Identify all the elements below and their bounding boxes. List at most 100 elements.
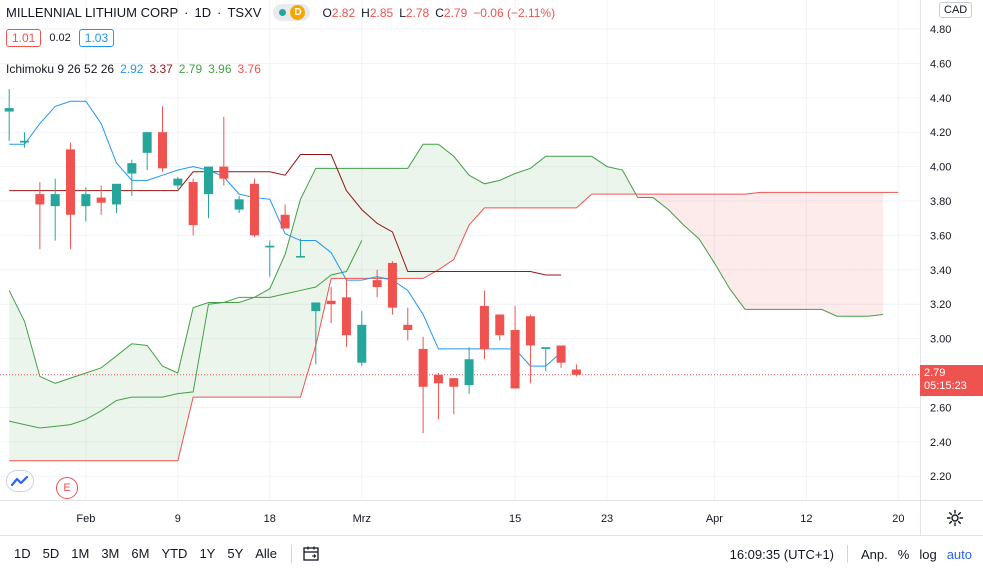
- candle-body: [203, 166, 213, 195]
- cloud-segment: [300, 168, 316, 398]
- candle-body: [357, 324, 367, 363]
- cloud-segment: [208, 302, 224, 398]
- candle-body: [4, 108, 14, 112]
- y-tick-label: 2.20: [930, 471, 951, 483]
- toolbar-divider: [847, 545, 849, 563]
- y-tick-label: 2.40: [930, 437, 951, 449]
- candle-body: [35, 194, 45, 205]
- cloud-segment: [637, 194, 654, 198]
- market-status-badge[interactable]: D: [273, 4, 311, 21]
- sell-price-button[interactable]: 1.01: [6, 29, 42, 47]
- price-chart[interactable]: 4.80 4.60 4.40 4.20 4.00 3.80 3.60 3.40 3.20 3.00…: [0, 0, 983, 535]
- range-3m[interactable]: 3M: [101, 546, 120, 561]
- cloud-segment: [331, 168, 347, 279]
- auto-scale-toggle[interactable]: auto: [946, 546, 972, 562]
- y-tick-label: 4.40: [930, 93, 951, 105]
- tradingview-logo-icon[interactable]: [6, 470, 34, 492]
- y-tick-label: 4.80: [930, 24, 951, 36]
- candle-body: [20, 140, 30, 143]
- candle-body: [234, 199, 244, 210]
- y-tick-label: 4.00: [930, 162, 951, 174]
- cloud-segment: [760, 192, 776, 310]
- cloud-segment: [867, 192, 884, 317]
- range-5y[interactable]: 5Y: [227, 546, 244, 561]
- cloud-segment: [177, 307, 194, 461]
- candle-body: [556, 345, 566, 363]
- range-all[interactable]: Alle: [255, 546, 277, 561]
- cloud-segment: [438, 144, 454, 270]
- candle-body: [219, 166, 229, 179]
- x-tick-label: Mrz: [353, 513, 371, 525]
- symbol-name: MILLENNIAL LITHIUM CORP: [6, 5, 179, 20]
- cloud-segment: [668, 194, 684, 226]
- goto-date-icon[interactable]: [302, 545, 320, 563]
- cloud-segment: [116, 343, 132, 461]
- ichimoku-kijun-value: 3.37: [149, 62, 173, 76]
- y-tick-label: 4.20: [930, 127, 951, 139]
- ichimoku-legend[interactable]: Ichimoku 9 26 52 26 2.92 3.37 2.79 3.96 …: [6, 62, 261, 76]
- earnings-badge[interactable]: E: [56, 477, 78, 499]
- cloud-segment: [162, 366, 178, 461]
- separator-dot: ·: [217, 5, 222, 20]
- interval-label[interactable]: 1D: [194, 5, 212, 20]
- cloud-segment: [837, 192, 853, 317]
- cloud-segment: [39, 376, 56, 461]
- candle-body: [433, 374, 443, 384]
- separator-dot: ·: [184, 5, 189, 20]
- range-1y[interactable]: 1Y: [199, 546, 216, 561]
- date-range-buttons: 1D 5D 1M 3M 6M YTD 1Y 5Y Alle: [8, 546, 283, 561]
- cloud-segment: [545, 156, 562, 208]
- log-scale-toggle[interactable]: log: [919, 546, 937, 562]
- cloud-segment: [85, 367, 102, 461]
- currency-badge[interactable]: CAD: [939, 2, 973, 18]
- x-tick-label: 20: [892, 513, 904, 525]
- symbol-legend: MILLENNIAL LITHIUM CORP · 1D · TSXV D O2…: [6, 4, 555, 21]
- cloud-segment: [484, 180, 500, 208]
- cloud-segment: [515, 168, 531, 208]
- exchange-label: TSXV: [227, 5, 262, 20]
- toolbar-divider: [290, 544, 292, 563]
- cloud-segment: [499, 173, 516, 208]
- cloud-segment: [653, 194, 669, 210]
- cloud-segment: [791, 192, 807, 310]
- x-tick-label: 18: [264, 513, 276, 525]
- candle-body: [112, 183, 122, 205]
- settings-gear-icon[interactable]: [946, 509, 964, 527]
- lagging-span-line: [9, 240, 363, 429]
- x-tick-label: Feb: [76, 513, 95, 525]
- range-1m[interactable]: 1M: [71, 546, 90, 561]
- range-1d[interactable]: 1D: [14, 546, 31, 561]
- buy-price-button[interactable]: 1.03: [78, 29, 115, 47]
- span-a-line: [8, 143, 884, 384]
- y-tick-label: 3.40: [930, 265, 951, 277]
- cloud-segment: [55, 378, 71, 461]
- candle-body: [188, 182, 198, 226]
- cloud-segment: [223, 302, 240, 398]
- close-label: C: [435, 5, 444, 20]
- y-tick-label: 4.60: [930, 58, 951, 70]
- range-5d[interactable]: 5D: [42, 546, 60, 561]
- cloud-segment: [530, 156, 546, 208]
- cloud-segment: [469, 175, 485, 226]
- candle-body: [158, 132, 167, 169]
- candle-body: [449, 378, 459, 387]
- span-b-line: [9, 191, 899, 462]
- cloud-segment: [561, 156, 577, 208]
- cloud-segment: [101, 355, 117, 461]
- bar-countdown: 05:15:23: [924, 380, 967, 392]
- candle-body: [81, 194, 91, 207]
- clock-timezone[interactable]: 16:09:35 (UTC+1): [729, 546, 835, 562]
- x-tick-label: 23: [601, 513, 613, 525]
- candle-body: [96, 197, 106, 203]
- adjust-data-toggle[interactable]: Anp.: [861, 546, 888, 562]
- candle-body: [372, 280, 382, 287]
- candle-body: [311, 302, 321, 312]
- delayed-badge: D: [290, 5, 306, 20]
- candle-body: [50, 194, 60, 207]
- open-value: 2.82: [331, 5, 356, 20]
- range-6m[interactable]: 6M: [131, 546, 150, 561]
- percent-scale-toggle[interactable]: %: [897, 546, 910, 562]
- last-price-tag: 2.79 05:15:23: [920, 365, 983, 396]
- candle-body: [249, 183, 259, 236]
- range-ytd[interactable]: YTD: [161, 546, 188, 561]
